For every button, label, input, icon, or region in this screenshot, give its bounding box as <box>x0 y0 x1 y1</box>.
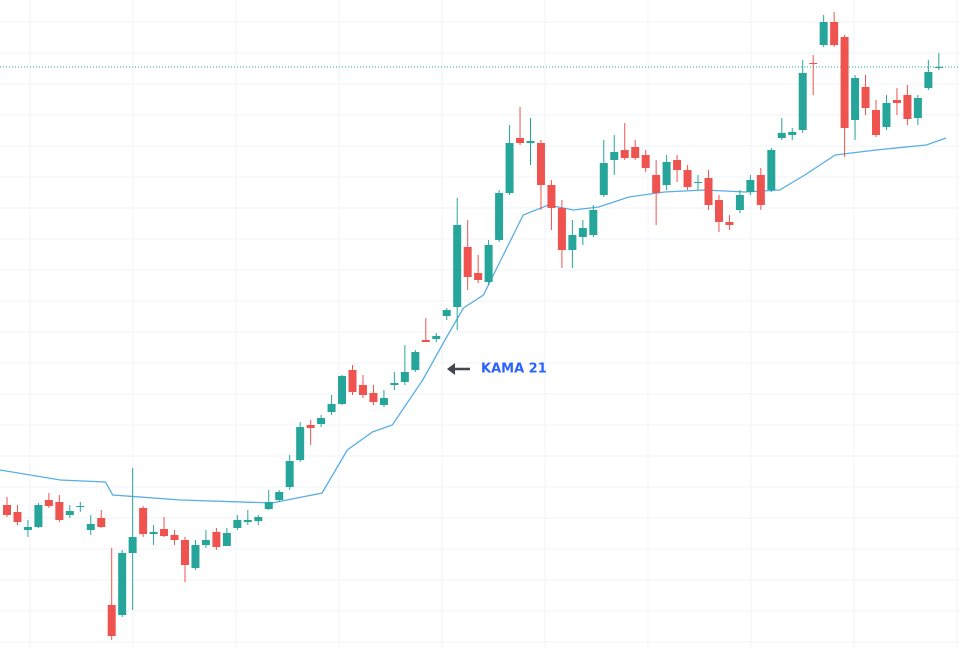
candle-body <box>872 110 881 135</box>
candle-body <box>222 533 231 546</box>
candle-body <box>442 310 451 316</box>
candle-body <box>767 150 776 190</box>
candle-body <box>746 180 755 192</box>
candle-body <box>55 502 64 520</box>
candle-body <box>275 492 284 500</box>
candle-body <box>882 103 891 127</box>
candle-body <box>13 512 22 522</box>
candle-body <box>861 87 870 108</box>
candle-body <box>264 502 273 509</box>
candle-body <box>97 518 106 527</box>
candle-body <box>65 511 74 515</box>
candle-body <box>474 273 483 280</box>
candle-body <box>809 63 818 64</box>
candle-body <box>913 98 922 118</box>
candle-body <box>526 141 535 143</box>
candle-body <box>662 162 671 185</box>
candle-body <box>505 143 514 193</box>
candle-body <box>23 527 32 530</box>
candle-body <box>285 461 294 487</box>
candle-body <box>107 605 116 636</box>
candle-body <box>851 78 860 120</box>
candle-body <box>557 208 566 250</box>
candle-body <box>338 376 347 404</box>
candle-body <box>432 336 441 339</box>
candle-body <box>620 150 629 158</box>
candle-body <box>358 385 367 395</box>
candle-body <box>212 532 221 547</box>
candle-body <box>317 418 326 424</box>
candle-body <box>306 425 315 428</box>
candle-body <box>3 505 11 515</box>
annotation-arrow-head <box>447 363 455 375</box>
annotation: KAMA 21 <box>481 362 547 377</box>
candle-body <box>400 372 409 382</box>
candle-body <box>568 235 577 250</box>
candle-body <box>830 22 839 45</box>
candle-body <box>516 138 525 143</box>
candle-body <box>840 37 849 128</box>
candle-body <box>76 506 85 507</box>
candle-body <box>421 340 430 342</box>
candle-body <box>390 383 399 385</box>
candle-body <box>327 404 336 412</box>
candle-body <box>756 175 765 205</box>
candle-body <box>934 67 943 68</box>
candle-body <box>652 175 661 193</box>
candle-body <box>170 535 179 540</box>
candle-body <box>453 225 462 307</box>
candle-body <box>536 143 545 185</box>
candle-body <box>139 508 148 534</box>
candle-body <box>599 163 608 195</box>
candle-body <box>233 520 242 528</box>
candle-body <box>128 537 137 553</box>
candle-body <box>411 352 420 370</box>
candle-body <box>735 195 744 210</box>
candle-body <box>725 222 734 225</box>
candle-body <box>296 427 305 460</box>
candle-body <box>610 152 619 160</box>
candle-body <box>191 545 200 568</box>
candle-body <box>798 73 807 130</box>
candle-body <box>254 517 263 521</box>
candle-body <box>463 247 472 277</box>
candle-body <box>348 370 357 392</box>
candle-body <box>631 147 640 158</box>
candle-body <box>180 540 189 565</box>
candle-body <box>578 228 587 237</box>
candle-body <box>149 532 158 534</box>
candle-body <box>704 178 713 205</box>
candle-body <box>86 524 95 530</box>
candle-body <box>788 132 797 135</box>
candle-body <box>694 182 703 183</box>
candle-body <box>379 398 388 405</box>
candle-body <box>34 505 43 527</box>
candle-body <box>243 520 252 522</box>
candle-body <box>44 500 53 506</box>
candle-body <box>714 200 723 222</box>
candle-body <box>673 160 682 170</box>
candle-body <box>683 170 692 187</box>
candle-body <box>201 540 210 545</box>
candle-body <box>547 185 556 208</box>
candle-body <box>892 100 901 103</box>
candle-body <box>118 553 127 615</box>
candle-body <box>819 22 828 45</box>
candle-body <box>495 193 504 240</box>
candle-body <box>589 210 598 235</box>
candle-body <box>160 529 169 536</box>
candle-body <box>924 72 933 88</box>
candle-body <box>777 133 786 138</box>
candle-body <box>903 95 912 119</box>
candle-body <box>369 393 378 402</box>
indicator-line <box>0 137 947 504</box>
candle-body <box>641 155 650 168</box>
candle-body <box>484 245 493 282</box>
